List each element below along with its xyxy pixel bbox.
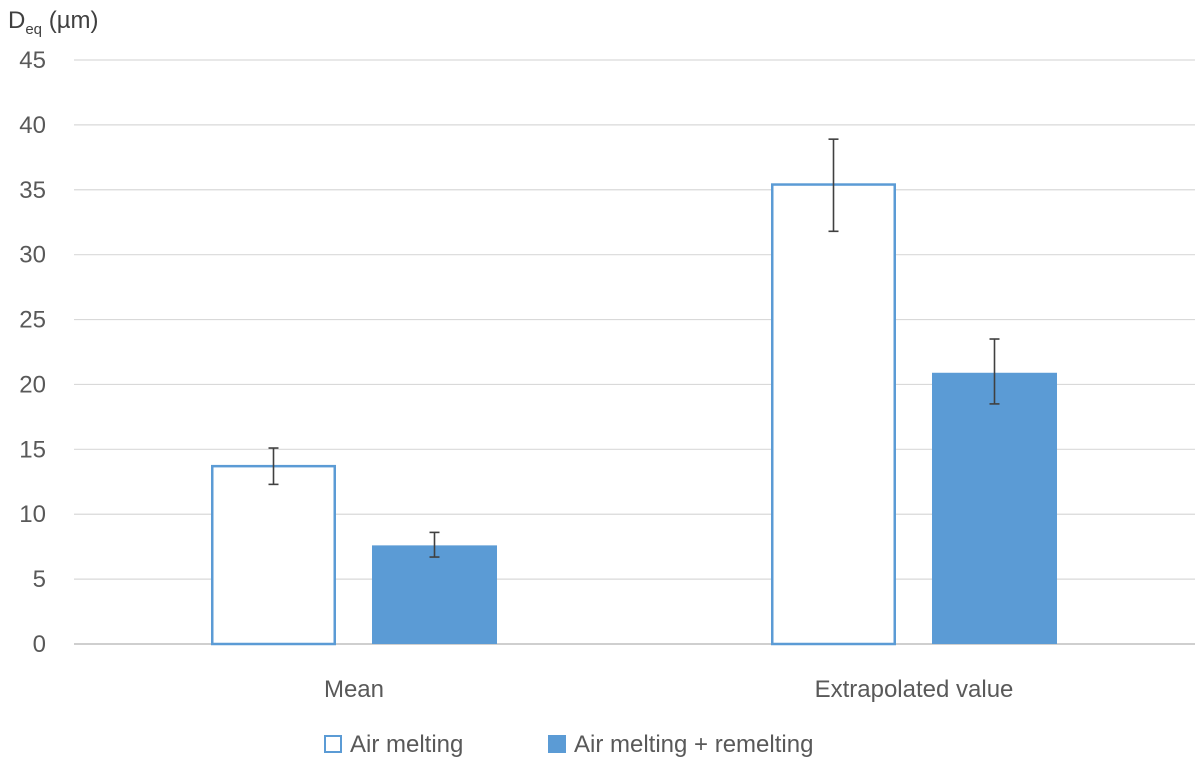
legend: Air melting Air melting + remelting: [324, 731, 813, 758]
error-bars: [268, 138, 1000, 558]
y-tick-label: 0: [33, 631, 46, 658]
y-tick-label: 45: [19, 47, 46, 74]
y-tick-label: 20: [19, 371, 46, 398]
y-tick-label: 35: [19, 177, 46, 204]
y-axis-title-main: D: [8, 7, 25, 34]
legend-label: Air melting: [350, 731, 463, 758]
bar-air-melting-remelting-mean: [372, 545, 497, 644]
legend-label: Air melting + remelting: [574, 731, 813, 758]
y-tick-label: 25: [19, 307, 46, 334]
y-axis-title-subscript: eq: [25, 21, 42, 38]
y-tick-label: 5: [33, 566, 46, 593]
y-tick-label: 30: [19, 242, 46, 269]
bar-air-melting-mean: [211, 464, 336, 646]
bar-air-melting-extrapolated: [771, 183, 896, 646]
y-tick-label: 15: [19, 436, 46, 463]
bar-air-melting-remelting-extrapolated: [932, 372, 1057, 644]
y-axis-title-unit: (µm): [42, 7, 98, 34]
y-tick-label: 40: [19, 112, 46, 139]
legend-swatch-air-melting-remelting: [548, 735, 566, 753]
y-axis-title: Deq (µm): [8, 7, 99, 38]
x-category-label: Mean: [324, 676, 384, 703]
legend-swatch-air-melting: [324, 735, 342, 753]
bars: [211, 183, 1057, 646]
x-axis-categories: Mean Extrapolated value: [324, 676, 1013, 703]
y-axis-ticks: 0 5 10 15 20 25 30 35 40 45: [19, 47, 46, 658]
x-category-label: Extrapolated value: [815, 676, 1014, 703]
y-tick-label: 10: [19, 501, 46, 528]
